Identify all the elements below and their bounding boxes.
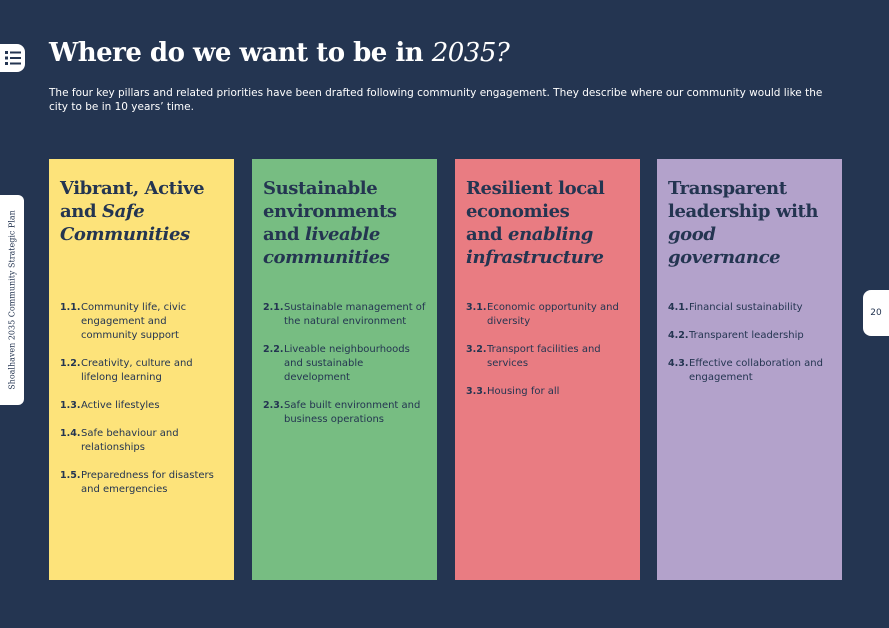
priority-list: 4.1. Financial sustainability 4.2. Transpa… [668, 301, 832, 385]
priority-item: 2.3. Safe built environment and business … [263, 399, 427, 427]
pillar-title-emphasis: Communities [60, 224, 190, 245]
pillar-title-emphasis: communities [263, 247, 390, 268]
title-year: 2035? [431, 38, 510, 68]
priority-text: Active lifestyles [81, 400, 160, 411]
priority-number: 1.4. [60, 428, 81, 439]
priority-text: Sustainable management of the natural en… [284, 302, 426, 327]
priority-text: Safe behaviour and relationships [81, 428, 179, 453]
priority-text: Transport facilities and services [487, 344, 601, 369]
pillar-title-part: and [60, 201, 103, 222]
priority-item: 1.5. Preparedness for disasters and emerg… [60, 469, 224, 497]
priority-list: 2.1. Sustainable management of the natura… [263, 301, 427, 427]
page-number: 20 [870, 308, 882, 318]
title-prefix: Where do we want to be in [49, 38, 432, 68]
pillar-title-line: economies [466, 201, 570, 222]
priority-item: 1.3. Active lifestyles [60, 399, 224, 413]
priority-text: Effective collaboration and engagement [689, 358, 823, 383]
priority-number: 3.3. [466, 386, 487, 397]
priority-text: Preparedness for disasters and emergenci… [81, 470, 214, 495]
page-title: Where do we want to be in 2035? [49, 38, 510, 68]
priority-item: 1.1. Community life, civic engagement and… [60, 301, 224, 343]
pillar-title-emphasis: liveable [305, 224, 380, 245]
pillar-title: Vibrant, Active and Safe Communities [60, 177, 224, 301]
pillar-title-line: leadership with [668, 201, 819, 222]
priority-item: 3.1. Economic opportunity and diversity [466, 301, 630, 329]
priority-text: Housing for all [487, 386, 560, 397]
priority-item: 4.1. Financial sustainability [668, 301, 832, 315]
pillar-card-2: Sustainable environments and liveable co… [252, 159, 437, 580]
priority-item: 4.3. Effective collaboration and engageme… [668, 357, 832, 385]
pillar-title-line: Vibrant, Active [60, 178, 205, 199]
page-number-tab: 20 [863, 290, 889, 336]
pillar-card-4: Transparent leadership with good governa… [657, 159, 842, 580]
priority-text: Creativity, culture and lifelong learnin… [81, 358, 193, 383]
priority-number: 3.1. [466, 302, 487, 313]
pillar-title: Transparent leadership with good governa… [668, 177, 832, 301]
priority-number: 4.2. [668, 330, 689, 341]
pillar-title-line: Transparent [668, 178, 787, 199]
priority-number: 1.2. [60, 358, 81, 369]
priority-number: 1.3. [60, 400, 81, 411]
priority-text: Safe built environment and business oper… [284, 400, 421, 425]
pillar-title-emphasis: enabling [508, 224, 593, 245]
priority-text: Liveable neighbourhoods and sustainable … [284, 344, 410, 383]
priority-item: 3.3. Housing for all [466, 385, 630, 399]
priority-number: 2.1. [263, 302, 284, 313]
priority-item: 1.4. Safe behaviour and relationships [60, 427, 224, 455]
pillar-title-line: Resilient local [466, 178, 605, 199]
pillar-title-part: and [466, 224, 509, 245]
priority-text: Community life, civic engagement and com… [81, 302, 187, 341]
list-menu-icon[interactable] [0, 44, 25, 72]
priority-item: 2.2. Liveable neighbourhoods and sustaina… [263, 343, 427, 385]
intro-text: The four key pillars and related priorit… [49, 87, 823, 113]
priority-item: 1.2. Creativity, culture and lifelong lea… [60, 357, 224, 385]
priority-list: 1.1. Community life, civic engagement and… [60, 301, 224, 497]
pillar-title-emphasis: infrastructure [466, 247, 604, 268]
pillar-card-3: Resilient local economies and enabling i… [455, 159, 640, 580]
pillar-title-line: environments [263, 201, 397, 222]
side-document-tab[interactable]: Shoalhaven 2035 Community Strategic Plan [0, 195, 24, 405]
pillar-title: Sustainable environments and liveable co… [263, 177, 427, 301]
priority-number: 2.2. [263, 344, 284, 355]
priority-item: 3.2. Transport facilities and services [466, 343, 630, 371]
priority-item: 4.2. Transparent leadership [668, 329, 832, 343]
pillar-title-part: and [263, 224, 306, 245]
priority-number: 4.1. [668, 302, 689, 313]
pillar-title-line: Sustainable [263, 178, 378, 199]
pillar-title: Resilient local economies and enabling i… [466, 177, 630, 301]
side-document-label: Shoalhaven 2035 Community Strategic Plan [7, 210, 17, 390]
priority-list: 3.1. Economic opportunity and diversity 3… [466, 301, 630, 399]
priority-text: Economic opportunity and diversity [487, 302, 619, 327]
priority-number: 2.3. [263, 400, 284, 411]
priority-text: Financial sustainability [689, 302, 803, 313]
pillar-card-1: Vibrant, Active and Safe Communities 1.1… [49, 159, 234, 580]
priority-number: 1.1. [60, 302, 81, 313]
priority-number: 1.5. [60, 470, 81, 481]
priority-text: Transparent leadership [689, 330, 804, 341]
pillar-title-emphasis: good governance [668, 224, 781, 268]
priority-number: 3.2. [466, 344, 487, 355]
pillar-title-emphasis: Safe [102, 201, 145, 222]
priority-item: 2.1. Sustainable management of the natura… [263, 301, 427, 329]
priority-number: 4.3. [668, 358, 689, 369]
